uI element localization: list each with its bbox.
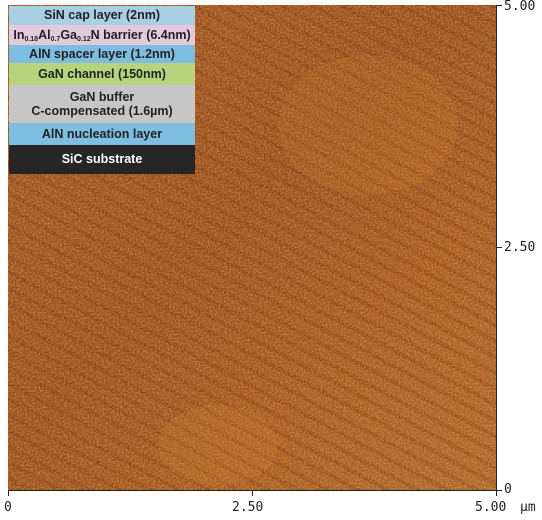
x-tick-left: [8, 490, 9, 496]
layer-stack-diagram: SiN cap layer (2nm) In0.18Al0.7Ga0.12N b…: [9, 6, 195, 174]
layer-gan-buffer-label-line2: C-compensated (1.6µm): [31, 104, 173, 118]
y-tick-label-mid: 2.50: [504, 240, 536, 255]
x-tick-mid: [252, 490, 253, 496]
x-tick-right: [496, 490, 497, 496]
layer-gan-channel: GaN channel (150nm): [9, 63, 195, 85]
y-tick-label-bottom: 0: [504, 482, 512, 497]
afm-topography-image: [8, 5, 496, 490]
barrier-ga: Ga: [60, 28, 77, 42]
barrier-in-sub: 0.18: [24, 36, 39, 43]
barrier-al: Al: [38, 28, 51, 42]
layer-gan-channel-label: GaN channel (150nm): [38, 66, 166, 81]
layer-gan-buffer-label-line1: GaN buffer: [69, 89, 135, 104]
layer-aln-spacer-label: AlN spacer layer (1.2nm): [29, 46, 175, 61]
layer-inalgan-barrier: In0.18Al0.7Ga0.12N barrier (6.4nm): [9, 25, 195, 45]
barrier-rest: N barrier (6.4nm): [90, 28, 191, 42]
y-tick-top: [496, 5, 502, 6]
layer-sic-substrate: SiC substrate: [9, 145, 195, 174]
x-tick-label-mid: 2.50: [232, 500, 264, 515]
x-tick-label-left: 0: [4, 500, 12, 515]
layer-gan-buffer: GaN buffer C-compensated (1.6µm): [9, 85, 195, 123]
afm-bright-region: [278, 55, 458, 195]
layer-sic-substrate-label: SiC substrate: [61, 152, 143, 167]
x-axis-unit: µm: [520, 500, 536, 515]
layer-sin-cap-label: SiN cap layer (2nm): [43, 8, 160, 23]
barrier-ga-sub: 0.12: [77, 36, 91, 43]
layer-aln-nucleation-label: AlN nucleation layer: [41, 126, 163, 141]
layer-sin-cap: SiN cap layer (2nm): [9, 6, 195, 25]
barrier-in: In: [13, 28, 25, 42]
y-axis-line: [496, 5, 497, 491]
layer-aln-spacer: AlN spacer layer (1.2nm): [9, 45, 195, 63]
layer-aln-nucleation: AlN nucleation layer: [9, 123, 195, 145]
barrier-al-sub: 0.7: [50, 36, 61, 43]
y-tick-bottom: [496, 490, 502, 491]
y-tick-label-top: 5.00: [504, 0, 536, 14]
afm-bright-region-lower: [158, 405, 278, 485]
y-tick-mid: [496, 247, 502, 248]
x-tick-label-right: 5.00: [475, 500, 507, 515]
